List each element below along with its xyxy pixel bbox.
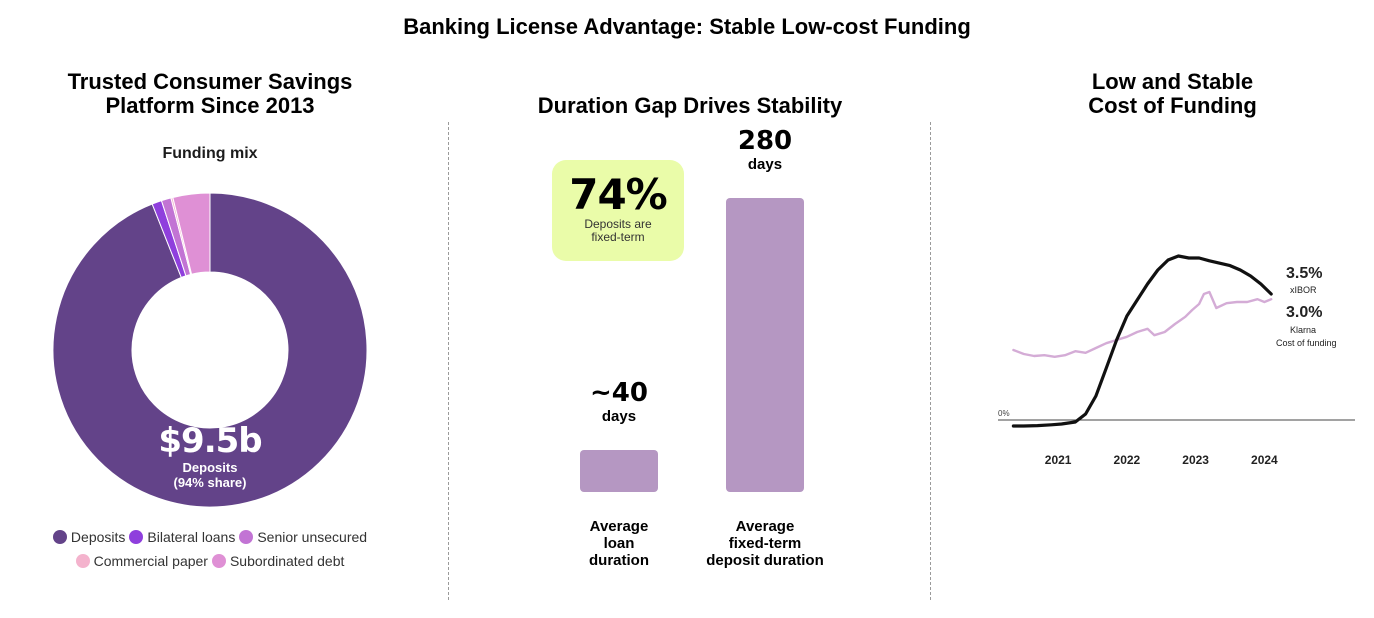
legend-item-senior-unsecured: Senior unsecured [239,526,367,548]
legend-label: Commercial paper [93,553,208,569]
duration-bar-category-label: Average loan duration [529,518,709,569]
left-panel-title: Trusted Consumer Savings Platform Since … [10,70,410,118]
category-label-line: deposit duration [706,552,824,569]
legend-label: Subordinated debt [229,553,345,569]
category-label-line: fixed-term [728,535,802,552]
duration-bar-unit-label: days [601,408,637,425]
donut-slice-deposits [52,192,368,508]
legend-label: Bilateral loans [147,529,236,545]
donut-center-value: $9.5b [158,421,262,461]
xibor-series-name-label: xIBOR [1290,285,1317,295]
legend-swatch [52,530,67,544]
panel-divider-left [448,122,449,600]
page-title: Banking License Advantage: Stable Low-co… [403,14,971,39]
x-tick-label: 2021 [1045,453,1072,467]
legend-item-commercial-paper: Commercial paper [75,550,208,572]
xibor-end-value-label: 3.5% [1286,265,1322,282]
left-panel-title-line2: Platform Since 2013 [105,93,315,118]
funding-mix-donut-chart [52,192,368,508]
donut-center-label: Deposits [182,460,238,475]
klarna-end-value-label: 3.0% [1286,304,1322,321]
legend-swatch [239,530,254,544]
klarna-series-name-label: Cost of funding [1276,338,1337,348]
cost-of-funding-line-chart: 0% 2021 2022 2023 2024 3.5% xIBOR 3.0% Klarna Cos… [998,254,1355,467]
duration-bar-value-label: 280 [737,126,793,156]
funding-mix-legend: Deposits Bilateral loans Senior unsecured C… [20,526,400,574]
duration-bar-unit-label: days [747,156,783,173]
x-tick-label: 2022 [1114,453,1141,467]
legend-item-bilateral-loans: Bilateral loans [129,526,235,548]
right-panel-title-line2: Cost of Funding [1088,93,1257,118]
legend-row: Deposits Bilateral loans Senior unsecured [20,526,400,550]
duration-bar-deposit [726,198,804,492]
duration-bar-value-label: ~40 [590,378,648,408]
legend-label: Senior unsecured [257,529,368,545]
donut-center-annotation: $9.5b Deposits (94% share) [110,422,310,490]
category-label-line: duration [589,552,649,569]
legend-item-deposits: Deposits [52,526,126,548]
fixed-term-stat-value: 74% [569,170,668,219]
y-tick-label: 0% [998,409,1010,418]
klarna-series-name-label: Klarna [1290,325,1316,335]
fixed-term-stat-label-line1: Deposits are [584,217,652,231]
category-label-line: loan [603,535,635,552]
right-panel-title: Low and Stable Cost of Funding [1010,70,1335,118]
fixed-term-stat-box: 74% Deposits are fixed-term [552,160,684,261]
category-label-line: Average [589,518,649,535]
middle-panel-title: Duration Gap Drives Stability [537,93,843,118]
x-tick-label: 2024 [1251,453,1278,467]
x-tick-label: 2023 [1182,453,1209,467]
legend-swatch [129,530,144,544]
panel-divider-right [930,122,931,600]
fixed-term-stat-label-line2: fixed-term [591,230,645,244]
duration-bar-chart: ~40 days Average loan duration 280 days Average… [450,0,930,618]
legend-swatch [211,554,226,568]
right-panel-title-line1: Low and Stable [1091,69,1254,94]
klarna-cost-series-line [1012,290,1273,359]
donut-center-share: (94% share) [173,475,247,490]
duration-bar-category-label: Average fixed-term deposit duration [675,518,855,569]
legend-item-subordinated-debt: Subordinated debt [211,550,345,572]
donut-slice-subordinated-debt [172,192,211,275]
duration-bar-loan [580,450,658,492]
category-label-line: Average [735,518,795,535]
left-panel-title-line1: Trusted Consumer Savings [67,69,353,94]
legend-label: Deposits [70,529,126,545]
xibor-series-line [1011,254,1273,428]
legend-swatch [75,554,90,568]
funding-mix-subtitle: Funding mix [162,145,258,162]
legend-row: Commercial paper Subordinated debt [20,550,400,574]
